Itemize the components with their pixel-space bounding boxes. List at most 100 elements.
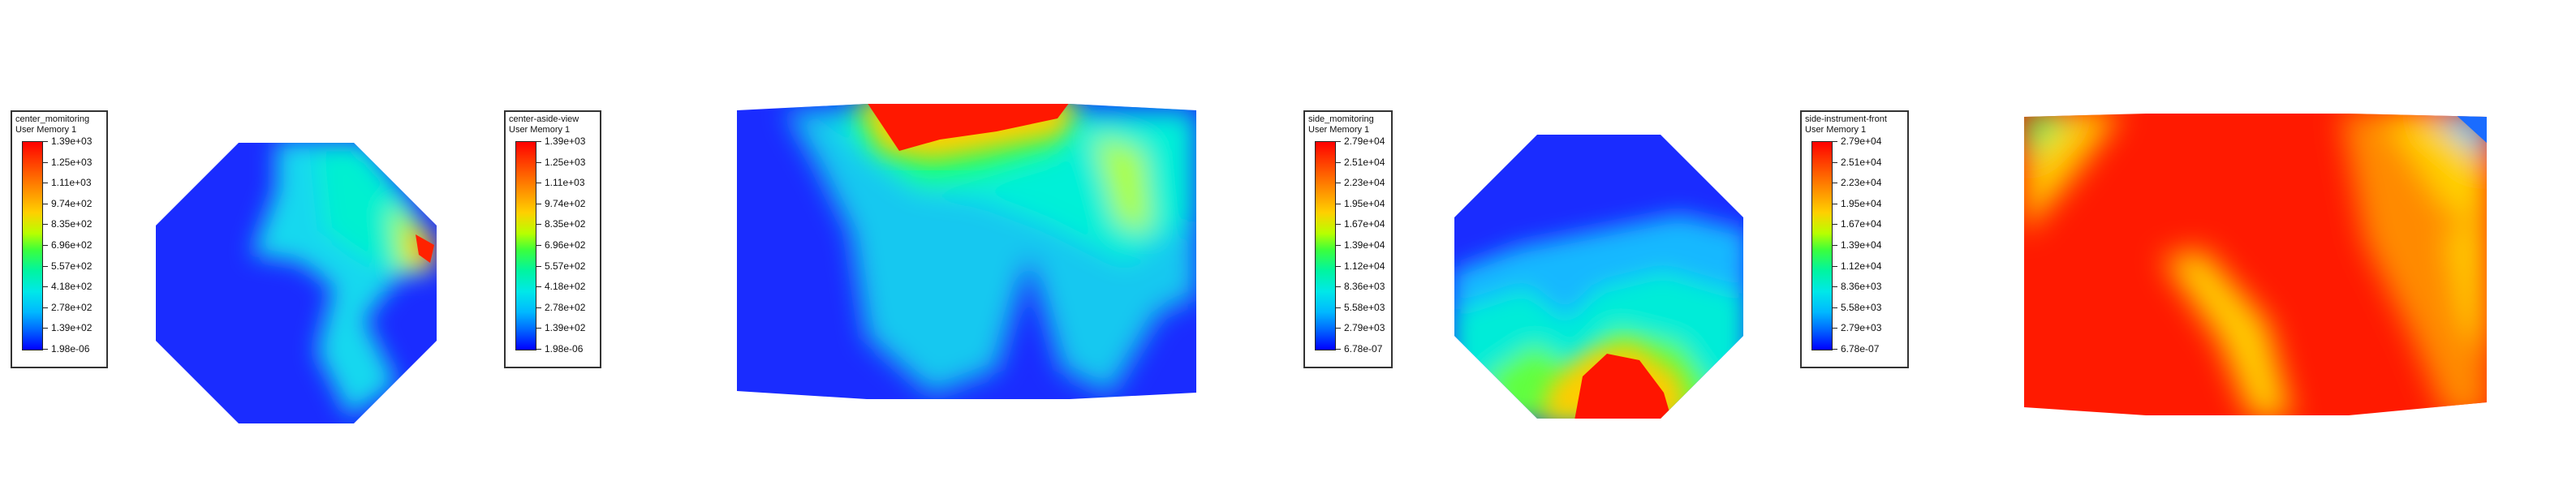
colorbar-tick-label: 2.79e+03: [1841, 322, 1882, 334]
colorbar-tick: [1336, 286, 1341, 288]
colorbar: [515, 141, 536, 350]
colorbar-tick-label: 2.23e+04: [1841, 177, 1882, 189]
legend-side-momitoring: side_momitoring User Memory 1 2.79e+04 2.…: [1303, 110, 1393, 368]
colorbar-tick-label: 2.51e+04: [1841, 156, 1882, 168]
legend-title: side_momitoring User Memory 1: [1308, 114, 1374, 135]
colorbar-tick-label: 8.36e+03: [1841, 281, 1882, 293]
colorbar-tick: [43, 328, 48, 329]
colorbar-tick-label: 5.58e+03: [1841, 301, 1882, 313]
contour-plot-side-momitoring: [1454, 135, 1743, 419]
colorbar-tick-label: 4.18e+02: [51, 281, 93, 293]
colorbar-tick: [536, 224, 541, 226]
colorbar-tick-label: 1.95e+04: [1841, 197, 1882, 209]
colorbar-tick-label: 1.98e-06: [51, 343, 90, 355]
colorbar-tick-label: 4.18e+02: [545, 281, 586, 293]
colorbar-tick: [1833, 265, 1837, 267]
legend-variable: User Memory 1: [1308, 125, 1370, 135]
colorbar-tick-label: 1.39e+02: [545, 322, 586, 334]
colorbar-tick-label: 2.78e+02: [545, 301, 586, 313]
colorbar-tick-label: 1.39e+03: [51, 135, 93, 147]
colorbar-tick: [536, 245, 541, 246]
colorbar-tick: [1833, 307, 1837, 308]
colorbar-tick: [1833, 349, 1837, 350]
colorbar-tick-label: 1.25e+03: [545, 156, 586, 168]
colorbar-tick: [43, 224, 48, 226]
colorbar-tick: [43, 349, 48, 350]
colorbar-tick: [536, 328, 541, 329]
colorbar-tick: [536, 349, 541, 350]
legend-title: center-aside-view User Memory 1: [509, 114, 579, 135]
colorbar-tick: [1336, 224, 1341, 226]
colorbar-tick-label: 1.12e+04: [1841, 260, 1882, 272]
colorbar-tick: [1336, 307, 1341, 308]
colorbar-tick: [536, 141, 541, 142]
legend-variable: User Memory 1: [1805, 125, 1867, 135]
colorbar-tick-label: 5.58e+03: [1344, 301, 1385, 313]
colorbar-tick: [536, 307, 541, 308]
colorbar-tick-label: 9.74e+02: [545, 197, 586, 209]
colorbar-tick: [43, 161, 48, 163]
colorbar-tick-label: 1.67e+04: [1344, 218, 1385, 230]
contour-plot-center-aside-view: [737, 104, 1196, 399]
colorbar-tick-label: 2.51e+04: [1344, 156, 1385, 168]
colorbar-tick-label: 1.39e+04: [1344, 239, 1385, 251]
colorbar-tick-label: 2.79e+03: [1344, 322, 1385, 334]
colorbar-tick-label: 6.96e+02: [51, 239, 93, 251]
colorbar-tick: [1336, 349, 1341, 350]
legend-variable: User Memory 1: [509, 125, 571, 135]
colorbar-tick-label: 1.25e+03: [51, 156, 93, 168]
legend-center-aside-view: center-aside-view User Memory 1 1.39e+03…: [504, 110, 601, 368]
colorbar-tick: [43, 141, 48, 142]
colorbar-tick: [536, 286, 541, 288]
colorbar-tick: [536, 265, 541, 267]
colorbar-tick-label: 8.36e+03: [1344, 281, 1385, 293]
colorbar-tick: [1833, 161, 1837, 163]
colorbar-tick: [43, 265, 48, 267]
colorbar-tick-label: 6.96e+02: [545, 239, 586, 251]
legend-center-momitoring: center_momitoring User Memory 1 1.39e+03…: [11, 110, 108, 368]
legend-title: side-instrument-front User Memory 1: [1805, 114, 1887, 135]
colorbar-tick-label: 1.67e+04: [1841, 218, 1882, 230]
colorbar-tick: [1336, 141, 1341, 142]
colorbar-tick-label: 2.78e+02: [51, 301, 93, 313]
colorbar-tick-label: 1.95e+04: [1344, 197, 1385, 209]
colorbar-tick-label: 5.57e+02: [545, 260, 586, 272]
colorbar: [22, 141, 43, 350]
colorbar-tick: [1833, 141, 1837, 142]
colorbar-tick: [1336, 245, 1341, 246]
legend-side-instrument-front: side-instrument-front User Memory 1 2.79…: [1800, 110, 1909, 368]
colorbar-tick: [43, 286, 48, 288]
colorbar-tick-label: 9.74e+02: [51, 197, 93, 209]
contour-plot-center-momitoring: [156, 143, 437, 423]
colorbar-tick-label: 1.12e+04: [1344, 260, 1385, 272]
legend-name: center_momitoring: [15, 114, 90, 124]
colorbar-tick: [1336, 328, 1341, 329]
colorbar-tick-label: 1.11e+03: [51, 177, 92, 189]
colorbar-tick-label: 1.39e+02: [51, 322, 93, 334]
colorbar-tick-label: 2.79e+04: [1344, 135, 1385, 147]
colorbar-tick-label: 6.78e-07: [1841, 343, 1880, 355]
colorbar-tick-label: 1.98e-06: [545, 343, 584, 355]
colorbar-tick: [1336, 161, 1341, 163]
colorbar-tick-label: 1.11e+03: [545, 177, 585, 189]
legend-variable: User Memory 1: [15, 125, 77, 135]
colorbar-tick: [1833, 286, 1837, 288]
legend-name: side_momitoring: [1308, 114, 1374, 124]
colorbar-tick-label: 8.35e+02: [545, 218, 586, 230]
colorbar-tick: [1833, 245, 1837, 246]
colorbar-tick-label: 5.57e+02: [51, 260, 93, 272]
colorbar-tick-label: 6.78e-07: [1344, 343, 1383, 355]
colorbar: [1315, 141, 1336, 350]
colorbar-tick: [1833, 328, 1837, 329]
colorbar-tick: [43, 307, 48, 308]
colorbar-tick-label: 1.39e+03: [545, 135, 586, 147]
contour-plot-side-instrument-front: [2024, 114, 2487, 415]
colorbar-tick-label: 2.79e+04: [1841, 135, 1882, 147]
colorbar-tick-label: 2.23e+04: [1344, 177, 1385, 189]
colorbar-tick-label: 8.35e+02: [51, 218, 93, 230]
legend-name: side-instrument-front: [1805, 114, 1887, 124]
colorbar-tick: [536, 161, 541, 163]
colorbar-tick: [43, 245, 48, 246]
colorbar-tick-label: 1.39e+04: [1841, 239, 1882, 251]
colorbar-tick: [1336, 265, 1341, 267]
